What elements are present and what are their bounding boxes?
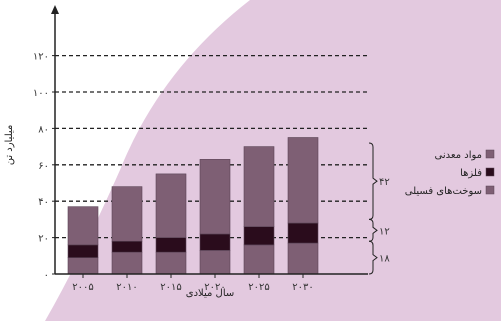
annotation-brace: [368, 240, 378, 275]
legend-label: مواد معدنی: [435, 150, 482, 161]
y-tick-label: ۱۰۰: [33, 88, 49, 99]
annotations: ۴۲ ۱۲ ۱۸: [368, 142, 390, 275]
bar-segment-1: [199, 250, 231, 275]
x-tick-label: ۲۰۳۰: [292, 282, 313, 293]
background-white-corner: [0, 0, 250, 321]
x-tick-label: ۲۰۱۰: [116, 282, 137, 293]
bar-segment-2: [199, 233, 231, 251]
annotation-brace: [368, 142, 378, 220]
y-axis-title: میلیارد تن: [4, 125, 15, 166]
y-tick-label: ۰: [44, 270, 49, 281]
x-tick-label: ۲۰۲۵: [248, 282, 269, 293]
y-tick-label: ۲۰: [38, 234, 49, 245]
annotation-value: ۱۲: [379, 226, 390, 237]
y-tick-label: ۸۰: [38, 124, 49, 135]
bar-segment-3: [155, 173, 187, 238]
y-tick-label: ۱۲۰: [33, 52, 49, 63]
bar-segment-2: [67, 244, 99, 258]
legend-swatch: [485, 149, 495, 159]
bar-segment-2: [243, 226, 275, 246]
bar-segment-2: [287, 222, 319, 244]
y-tick-label: ۴۰: [38, 197, 49, 208]
bar-segment-1: [111, 251, 143, 275]
legend: مواد معدنی فلزها سوخت‌های فسیلی: [405, 149, 495, 197]
bar-segment-3: [199, 159, 231, 235]
bar-segment-2: [111, 240, 143, 253]
x-tick-label: ۲۰۱۵: [160, 282, 181, 293]
bar-segment-3: [67, 206, 99, 246]
annotation-value: ۴۲: [379, 177, 390, 188]
x-tick-label: ۲۰۲۰: [204, 282, 225, 293]
legend-swatch: [485, 167, 495, 177]
annotation-value: ۱۸: [379, 254, 390, 265]
x-tick-label: ۲۰۰۵: [72, 282, 93, 293]
y-axis-arrow: [51, 5, 59, 14]
bar-segment-2: [155, 237, 187, 253]
y-tick-labels: ۰ ۲۰ ۴۰ ۶۰ ۸۰ ۱۰۰ ۱۲۰: [33, 52, 49, 281]
legend-label: فلزها: [460, 168, 482, 179]
legend-label: سوخت‌های فسیلی: [405, 186, 482, 197]
bar-segment-1: [67, 257, 99, 275]
bar-segment-3: [111, 186, 143, 242]
x-axis-title: سال میلادی: [186, 288, 235, 299]
bar-segment-3: [287, 137, 319, 224]
bar-segment-1: [243, 244, 275, 275]
y-tick-label: ۶۰: [38, 161, 49, 172]
bars: [67, 137, 319, 275]
legend-swatch: [485, 185, 495, 195]
bar-segment-1: [155, 251, 187, 275]
annotation-brace: [368, 218, 378, 242]
bar-segment-3: [243, 146, 275, 227]
bar-segment-1: [287, 242, 319, 275]
